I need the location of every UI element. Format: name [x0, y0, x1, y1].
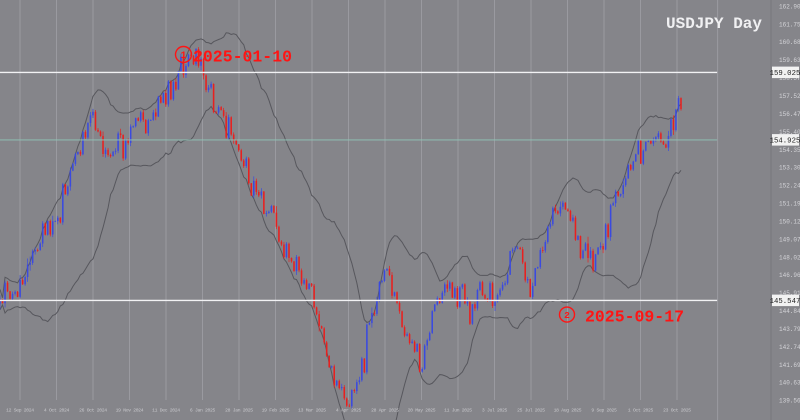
svg-text:12 Sep 2024: 12 Sep 2024: [6, 407, 34, 413]
svg-text:26 Oct 2024: 26 Oct 2024: [79, 407, 107, 413]
svg-text:160.685: 160.685: [779, 39, 800, 46]
svg-text:6 Jan 2025: 6 Jan 2025: [190, 407, 216, 413]
svg-text:2: 2: [564, 310, 570, 321]
svg-text:156.470: 156.470: [779, 111, 800, 118]
svg-text:153.305: 153.305: [779, 165, 800, 172]
svg-text:150.125: 150.125: [779, 218, 800, 225]
svg-text:23 Oct 2025: 23 Oct 2025: [663, 407, 691, 413]
svg-text:139.565: 139.565: [779, 398, 800, 405]
svg-text:3 Jul 2025: 3 Jul 2025: [482, 407, 508, 413]
svg-text:1 Oct 2025: 1 Oct 2025: [628, 407, 654, 413]
svg-text:161.750: 161.750: [779, 21, 800, 28]
svg-text:1: 1: [180, 51, 186, 62]
svg-text:2025-01-10: 2025-01-10: [193, 48, 292, 67]
svg-text:154.355: 154.355: [779, 147, 800, 154]
svg-text:145.547: 145.547: [770, 298, 800, 306]
svg-text:142.740: 142.740: [779, 344, 800, 351]
svg-text:154.925: 154.925: [770, 138, 800, 146]
svg-text:157.520: 157.520: [779, 93, 800, 100]
svg-text:19 Feb 2025: 19 Feb 2025: [262, 407, 290, 413]
svg-text:140.630: 140.630: [779, 380, 800, 387]
svg-text:19 Nov 2024: 19 Nov 2024: [116, 407, 144, 413]
svg-text:146.960: 146.960: [779, 272, 800, 279]
svg-text:11 Jun 2025: 11 Jun 2025: [444, 407, 472, 413]
svg-text:11 Dec 2024: 11 Dec 2024: [152, 407, 180, 413]
svg-text:141.690: 141.690: [779, 362, 800, 369]
svg-text:4 Oct 2024: 4 Oct 2024: [44, 407, 70, 413]
svg-text:28 Jan 2025: 28 Jan 2025: [225, 407, 253, 413]
svg-text:144.840: 144.840: [779, 308, 800, 315]
svg-text:9 Sep 2025: 9 Sep 2025: [591, 407, 617, 413]
svg-text:151.190: 151.190: [779, 201, 800, 208]
svg-text:4 Apr 2025: 4 Apr 2025: [336, 407, 362, 413]
svg-text:149.075: 149.075: [779, 236, 800, 243]
svg-text:18 Aug 2025: 18 Aug 2025: [554, 407, 582, 413]
svg-text:28 Apr 2025: 28 Apr 2025: [371, 407, 399, 413]
svg-text:159.635: 159.635: [779, 57, 800, 64]
svg-text:25 Jul 2025: 25 Jul 2025: [517, 407, 545, 413]
svg-text:162.900: 162.900: [779, 3, 800, 10]
svg-text:13 Mar 2025: 13 Mar 2025: [298, 407, 326, 413]
svg-text:148.025: 148.025: [779, 254, 800, 261]
svg-text:USDJPY Day: USDJPY Day: [666, 15, 762, 33]
svg-text:20 May 2025: 20 May 2025: [408, 407, 436, 413]
svg-text:152.240: 152.240: [779, 183, 800, 190]
svg-text:2025-09-17: 2025-09-17: [585, 308, 684, 327]
svg-text:143.795: 143.795: [779, 326, 800, 333]
svg-text:159.025: 159.025: [770, 70, 800, 78]
